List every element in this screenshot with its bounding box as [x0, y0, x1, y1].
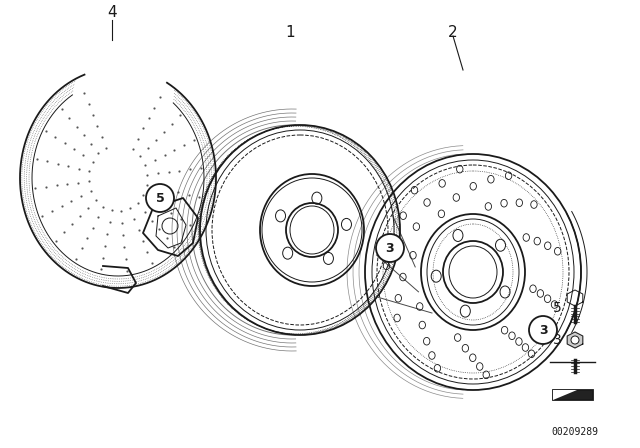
Text: 3: 3: [539, 323, 547, 336]
Text: 2: 2: [448, 25, 458, 39]
Text: 4: 4: [107, 4, 117, 20]
Text: 5: 5: [156, 191, 164, 204]
Text: 3: 3: [386, 241, 394, 254]
Text: 5: 5: [552, 301, 561, 315]
Polygon shape: [553, 390, 593, 400]
Circle shape: [146, 184, 174, 212]
Text: 3: 3: [552, 333, 561, 347]
Circle shape: [529, 316, 557, 344]
Polygon shape: [567, 332, 583, 348]
Polygon shape: [553, 390, 577, 400]
Text: 00209289: 00209289: [552, 427, 598, 437]
Circle shape: [376, 234, 404, 262]
Circle shape: [571, 336, 579, 344]
Text: 1: 1: [285, 25, 295, 39]
